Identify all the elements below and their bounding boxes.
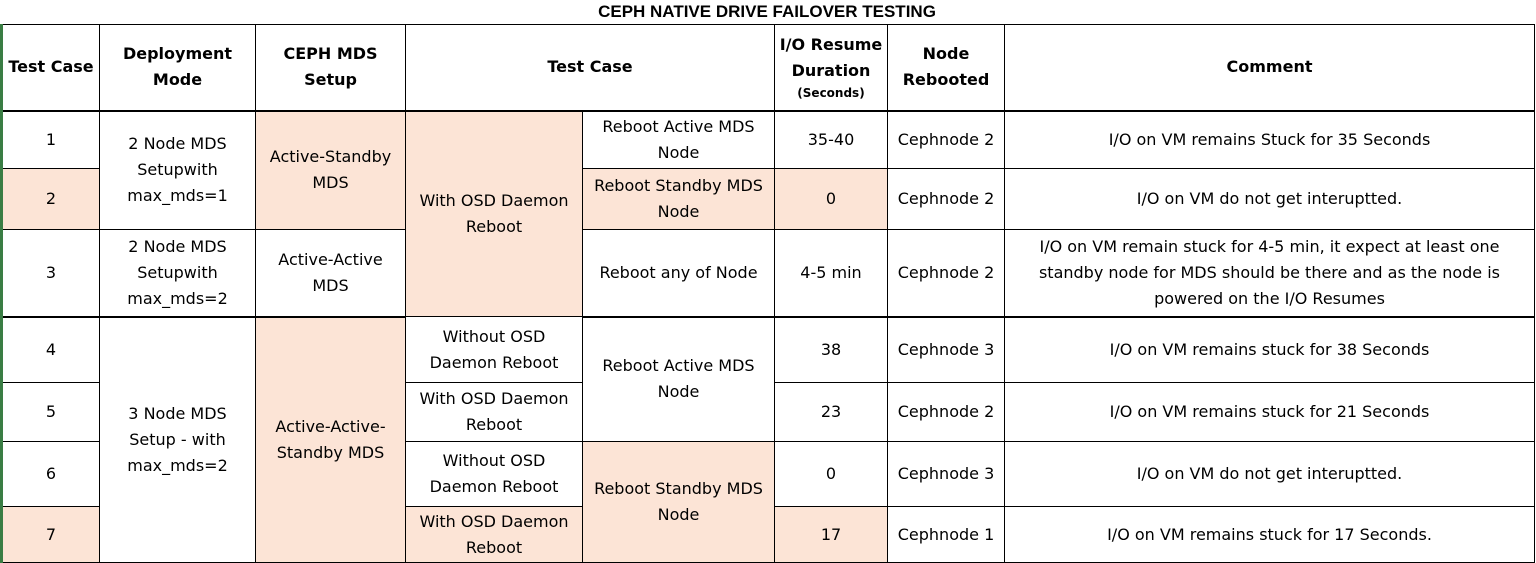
cell-node[interactable]: Cephnode 3 bbox=[887, 316, 1005, 383]
header-comment[interactable]: Comment bbox=[1004, 24, 1535, 112]
cell-test-id[interactable]: 2 bbox=[0, 168, 100, 230]
cell-deployment-mode[interactable]: 2 Node MDS Setupwith max_mds=2 bbox=[99, 229, 256, 318]
cell-deployment-mode[interactable]: 2 Node MDS Setupwith max_mds=1 bbox=[99, 110, 256, 230]
cell-osd-reboot[interactable]: With OSD Daemon Reboot bbox=[405, 382, 583, 442]
cell-mds-setup[interactable]: Active-Active-Standby MDS bbox=[255, 316, 406, 563]
cell-node[interactable]: Cephnode 2 bbox=[887, 229, 1005, 318]
cell-duration[interactable]: 4-5 min bbox=[774, 229, 888, 318]
cell-comment[interactable]: I/O on VM remains Stuck for 35 Seconds bbox=[1004, 110, 1535, 169]
cell-duration[interactable]: 38 bbox=[774, 316, 888, 383]
cell-action[interactable]: Reboot Standby MDS Node bbox=[582, 441, 775, 563]
cell-test-id[interactable]: 7 bbox=[0, 506, 100, 563]
header-io-resume[interactable]: I/O Resume Duration (Seconds) bbox=[774, 24, 888, 112]
cell-action[interactable]: Reboot Active MDS Node bbox=[582, 110, 775, 169]
cell-osd-reboot[interactable]: Without OSD Daemon Reboot bbox=[405, 441, 583, 507]
cell-comment[interactable]: I/O on VM remains stuck for 17 Seconds. bbox=[1004, 506, 1535, 563]
header-test-case[interactable]: Test Case bbox=[405, 24, 775, 112]
cell-mds-setup[interactable]: Active-Active MDS bbox=[255, 229, 406, 318]
header-mds-setup[interactable]: CEPH MDS Setup bbox=[255, 24, 406, 112]
cell-node[interactable]: Cephnode 2 bbox=[887, 168, 1005, 230]
table-row: 2 Reboot Standby MDS Node 0 Cephnode 2 I… bbox=[0, 168, 1535, 230]
cell-test-id[interactable]: 3 bbox=[0, 229, 100, 318]
sheet-title: CEPH NATIVE DRIVE FAILOVER TESTING bbox=[598, 2, 936, 21]
cell-comment[interactable]: I/O on VM remains stuck for 21 Seconds bbox=[1004, 382, 1535, 442]
header-io-resume-label: I/O Resume Duration bbox=[779, 35, 883, 81]
cell-mds-setup[interactable]: Active-Standby MDS bbox=[255, 110, 406, 230]
cell-osd-reboot[interactable]: With OSD Daemon Reboot bbox=[405, 110, 583, 317]
cell-duration[interactable]: 0 bbox=[774, 441, 888, 507]
cell-duration[interactable]: 17 bbox=[774, 506, 888, 563]
table-row: 6 Without OSD Daemon Reboot Reboot Stand… bbox=[0, 441, 1535, 563]
cell-comment[interactable]: I/O on VM do not get interuptted. bbox=[1004, 168, 1535, 230]
cell-node[interactable]: Cephnode 1 bbox=[887, 506, 1005, 563]
cell-duration[interactable]: 0 bbox=[774, 168, 888, 230]
cell-action[interactable]: Reboot Standby MDS Node bbox=[582, 168, 775, 230]
cell-osd-reboot[interactable]: With OSD Daemon Reboot bbox=[405, 506, 583, 563]
cell-node[interactable]: Cephnode 3 bbox=[887, 441, 1005, 507]
cell-test-id[interactable]: 5 bbox=[0, 382, 100, 442]
header-test-case-no[interactable]: Test Case bbox=[0, 24, 100, 112]
table-row: 1 2 Node MDS Setupwith max_mds=1 Active-… bbox=[0, 110, 1535, 317]
table-row: 3 2 Node MDS Setupwith max_mds=2 Active-… bbox=[0, 229, 1535, 318]
table-row: 4 3 Node MDS Setup - with max_mds=2 Acti… bbox=[0, 316, 1535, 563]
cell-duration[interactable]: 35-40 bbox=[774, 110, 888, 169]
header-io-resume-unit: (Seconds) bbox=[797, 86, 865, 101]
header-node-rebooted[interactable]: Node Rebooted bbox=[887, 24, 1005, 112]
cell-action[interactable]: Reboot any of Node bbox=[582, 229, 775, 318]
cell-node[interactable]: Cephnode 2 bbox=[887, 382, 1005, 442]
header-row: Test Case Deployment Mode CEPH MDS Setup… bbox=[0, 24, 1535, 112]
cell-deployment-mode[interactable]: 3 Node MDS Setup - with max_mds=2 bbox=[99, 316, 256, 563]
cell-node[interactable]: Cephnode 2 bbox=[887, 110, 1005, 169]
cell-test-id[interactable]: 6 bbox=[0, 441, 100, 507]
failover-table: Test Case Deployment Mode CEPH MDS Setup… bbox=[0, 24, 1535, 563]
cell-action[interactable]: Reboot Active MDS Node bbox=[582, 316, 775, 442]
header-deployment-mode[interactable]: Deployment Mode bbox=[99, 24, 256, 112]
cell-comment[interactable]: I/O on VM remains stuck for 38 Seconds bbox=[1004, 316, 1535, 383]
cell-duration[interactable]: 23 bbox=[774, 382, 888, 442]
cell-comment[interactable]: I/O on VM do not get interuptted. bbox=[1004, 441, 1535, 507]
cell-osd-reboot[interactable]: Without OSD Daemon Reboot bbox=[405, 316, 583, 383]
cell-test-id[interactable]: 1 bbox=[0, 110, 100, 169]
cell-comment[interactable]: I/O on VM remain stuck for 4-5 min, it e… bbox=[1004, 229, 1535, 318]
cell-test-id[interactable]: 4 bbox=[0, 316, 100, 383]
